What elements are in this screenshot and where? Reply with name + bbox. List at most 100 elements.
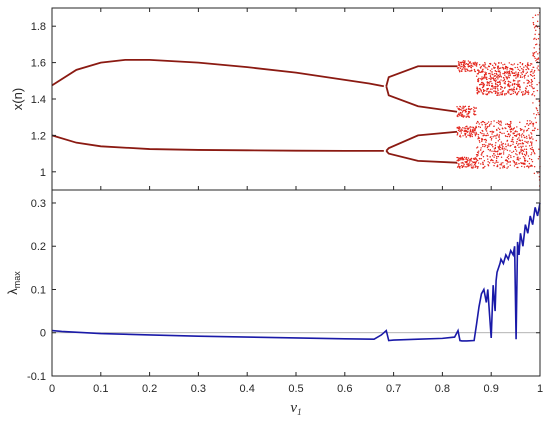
bifurcation-point [533,51,536,54]
bifurcation-point [524,155,527,157]
bifurcation-point [462,60,465,62]
bifurcation-point [470,66,472,68]
bifurcation-point [476,165,478,168]
bifurcation-point [475,63,478,66]
bifurcation-point [527,127,530,130]
bifurcation-point [532,22,535,24]
bifurcation-point [488,83,490,85]
bifurcation-point [467,106,470,108]
bifurcation-point [488,91,490,93]
bifurcation-point [491,155,494,157]
bifurcation-point [526,79,528,81]
bifurcation-point [481,152,483,155]
bifurcation-point [523,77,526,79]
bifurcation-point [502,165,504,167]
bifurcation-point [525,145,527,147]
bifurcation-point [534,37,536,39]
bifurcation-point [508,72,510,75]
bifurcation-point [471,126,473,128]
bifurcation-point [515,77,517,79]
bifurcation-point [500,122,502,124]
bifurcation-point [518,133,521,135]
bifurcation-point [533,90,535,93]
bifurcation-point [479,149,482,151]
bifurcation-point [496,66,499,68]
bifurcation-point [521,142,524,144]
bifurcation-point [486,132,489,134]
bifurcation-point [495,150,497,153]
bifurcation-point [522,156,525,158]
bifurcation-point [518,139,520,142]
bifurcation-point [535,51,537,53]
bifurcation-point [528,92,530,94]
bifurcation-point [531,69,533,71]
bifurcation-point [498,62,500,65]
bifurcation-point [483,76,485,79]
bifurcation-point [534,127,536,130]
bifurcation-point [522,143,525,145]
bifurcation-point [536,83,538,86]
top-panel: 1 1.2 1.4 1.6 1.8 x(n) [10,7,541,191]
bifurcation-point [470,64,473,67]
bifurcation-point [498,138,501,141]
bifurcation-point [491,92,493,94]
bottom-x-ticks: 0 0.1 0.2 0.3 0.4 0.5 0.6 0.7 0.8 0.9 1 [49,8,543,395]
bifurcation-point [472,129,474,132]
bifurcation-point [528,162,531,165]
top-y-ticks: 1 1.2 1.4 1.6 1.8 [31,21,540,179]
bifurcation-point [489,136,492,139]
bifurcation-point [499,70,501,72]
bifurcation-point [488,143,490,145]
bifurcation-point [509,84,511,87]
bifurcation-point [462,161,464,164]
bifurcation-point [483,65,485,67]
bifurcation-point [509,160,511,163]
bifurcation-point [537,128,539,131]
bifurcation-point [480,163,482,165]
bifurcation-point [466,115,468,117]
bifurcation-point [520,147,523,149]
bifurcation-point [493,66,495,68]
bifurcation-point [456,156,458,159]
bifurcation-point [521,165,523,168]
bifurcation-point [502,151,505,153]
bifurcation-point [526,71,529,73]
bifurcation-point [495,135,497,137]
bifurcation-point [510,68,512,70]
bifurcation-point [482,93,484,95]
bifurcation-point [494,92,497,95]
bifurcation-point [488,72,490,75]
bifurcation-point [499,92,501,94]
bifurcation-point [491,85,493,88]
bifurcation-point [519,62,521,64]
bifurcation-branches [51,58,458,164]
bifurcation-point [494,74,496,77]
bifurcation-point [489,150,491,152]
bifurcation-point [459,111,462,114]
bifurcation-point [501,91,503,93]
bifurcation-point [465,130,468,133]
bifurcation-point [533,95,536,97]
x-tick-label: 0.5 [288,383,303,395]
bifurcation-point [463,106,465,108]
bifurcation-point [513,127,516,129]
bifurcation-point [458,166,461,168]
bifurcation-point [500,86,503,88]
bifurcation-point [523,159,526,162]
bifurcation-point [492,161,494,164]
bifurcation-point [507,143,509,145]
bifurcation-point [532,87,534,90]
bifurcation-point [464,161,466,163]
bifurcation-point [474,133,477,135]
bifurcation-point [477,80,480,83]
bifurcation-point [506,84,509,86]
bifurcation-point [462,127,464,129]
bifurcation-point [458,158,460,160]
bifurcation-point [532,16,534,19]
bifurcation-point [519,75,522,77]
bifurcation-point [483,143,485,146]
bifurcation-point [499,73,501,76]
bifurcation-point [515,71,517,73]
bifurcation-point [508,133,510,136]
bifurcation-point [517,81,519,83]
